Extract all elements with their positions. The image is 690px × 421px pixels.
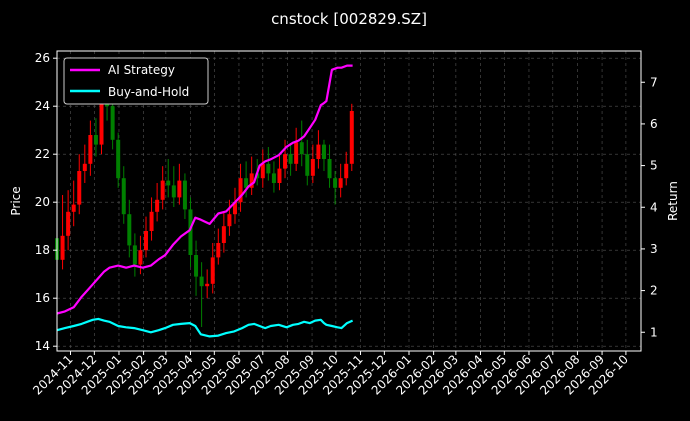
candle-body — [138, 250, 143, 265]
candle-body — [166, 180, 171, 186]
candle-body — [210, 257, 215, 284]
candle-body — [93, 135, 98, 145]
candle-body — [143, 231, 148, 251]
candlesticks — [55, 84, 354, 327]
y2-tick-label: 2 — [650, 284, 658, 298]
legend-label-buy-and-hold: Buy-and-Hold — [108, 85, 189, 99]
series-lines — [56, 64, 354, 338]
candle-body — [232, 202, 237, 215]
series-line-ai-strategy — [56, 64, 353, 315]
y-tick-label: 20 — [35, 195, 50, 209]
y2-tick-label: 4 — [650, 200, 658, 214]
y-tick-label: 14 — [35, 339, 50, 353]
candle-body — [216, 243, 221, 258]
candle-body — [116, 139, 121, 179]
candle-body — [310, 159, 315, 176]
candle-body — [288, 154, 293, 164]
y-axis-label: Price — [9, 186, 23, 215]
candle-body — [299, 142, 304, 155]
candle-body — [60, 235, 65, 260]
candle-body — [338, 178, 343, 188]
y-tick-label: 18 — [35, 243, 50, 257]
candle-body — [271, 173, 276, 183]
candle-body — [227, 214, 232, 227]
y2-tick-label: 3 — [650, 242, 658, 256]
y-tick-label: 26 — [35, 51, 50, 65]
candle-body — [333, 178, 338, 188]
candle-body — [294, 142, 299, 164]
candle-body — [249, 173, 254, 188]
chart-title: cnstock [002829.SZ] — [271, 10, 427, 28]
candle-body — [205, 283, 210, 287]
candle-body — [221, 226, 226, 243]
candle-body — [127, 214, 132, 246]
candle-body — [110, 106, 115, 140]
y-tick-label: 24 — [35, 99, 50, 113]
candle-body — [321, 144, 326, 159]
candle-body — [327, 159, 332, 179]
candle-body — [199, 276, 204, 287]
candle-body — [177, 180, 182, 198]
candle-body — [260, 163, 265, 179]
candle-body — [305, 154, 310, 176]
candle-body — [194, 255, 199, 277]
candle-body — [238, 178, 243, 203]
candle-body — [316, 144, 321, 159]
candle-body — [266, 163, 271, 174]
candle-body — [283, 154, 288, 169]
candle-body — [77, 171, 82, 205]
y2-tick-label: 1 — [650, 325, 658, 339]
candle-body — [71, 204, 76, 212]
candle-body — [160, 180, 165, 200]
candle-body — [155, 199, 160, 212]
plot-frame — [56, 50, 642, 352]
candle-body — [349, 111, 354, 164]
candle-body — [99, 101, 104, 145]
candle-body — [132, 245, 137, 265]
candle-body — [82, 163, 87, 171]
candle-body — [121, 178, 126, 215]
candle-body — [188, 209, 193, 255]
series-line-buy-and-hold — [56, 317, 354, 338]
candle-body — [171, 185, 176, 198]
candle-body — [182, 180, 187, 210]
candle-body — [66, 211, 71, 236]
y2-tick-label: 5 — [650, 159, 658, 173]
y2-axis-label: Return — [666, 181, 680, 221]
candle-body — [88, 135, 93, 164]
y2-tick-label: 7 — [650, 75, 658, 89]
candle-body — [149, 211, 154, 231]
candle-body — [277, 168, 282, 183]
candle-body — [244, 178, 249, 188]
y-tick-label: 16 — [35, 291, 50, 305]
legend: AI Strategy Buy-and-Hold — [63, 57, 209, 105]
candle-body — [344, 163, 349, 179]
legend-label-ai-strategy: AI Strategy — [108, 63, 175, 77]
y-tick-label: 22 — [35, 147, 50, 161]
y2-tick-label: 6 — [650, 117, 658, 131]
